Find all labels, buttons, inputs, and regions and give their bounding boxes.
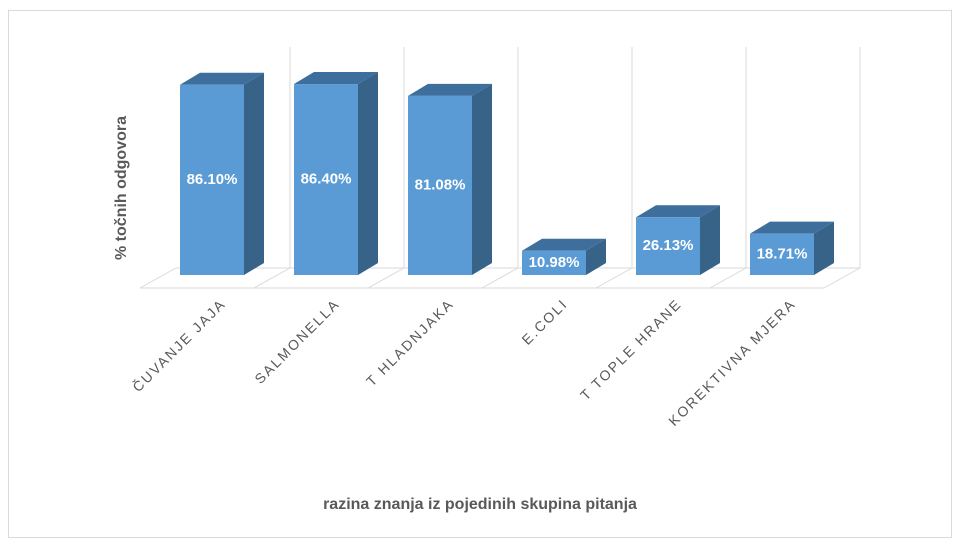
floor-line <box>253 267 291 289</box>
bar <box>750 221 834 275</box>
bar <box>636 205 720 275</box>
bar-front <box>294 84 358 275</box>
bar-side <box>586 238 606 275</box>
data-label: 86.40% <box>301 170 352 187</box>
bar-top <box>750 221 834 234</box>
bar-top <box>408 83 492 96</box>
bar-side <box>244 72 264 276</box>
floor-line <box>367 267 405 289</box>
floor-line <box>139 267 177 289</box>
data-label: 86.10% <box>187 171 238 188</box>
bar-front <box>522 250 586 275</box>
y-axis-title: % točnih odgovora <box>113 116 130 260</box>
bar-side <box>814 221 834 275</box>
floor-line <box>823 267 861 289</box>
bar <box>522 238 606 275</box>
bar-side <box>700 205 720 275</box>
floor-line <box>709 267 747 289</box>
floor-line <box>481 267 519 289</box>
bar-front <box>408 95 472 275</box>
bar-top <box>636 205 720 218</box>
bar-side <box>472 83 492 275</box>
bar-front <box>180 84 244 276</box>
bar-top <box>522 238 606 251</box>
data-label: 26.13% <box>643 237 694 254</box>
data-label: 10.98% <box>529 254 580 271</box>
bar-front <box>636 217 700 275</box>
bar-top <box>180 72 264 85</box>
x-axis-title: razina znanja iz pojedinih skupina pitan… <box>323 496 637 513</box>
bar-top <box>294 72 378 85</box>
bar-side <box>358 72 378 275</box>
data-label: 18.71% <box>757 245 808 262</box>
bar-front <box>750 233 814 275</box>
bar <box>294 72 378 275</box>
floor-line <box>595 267 633 289</box>
bar <box>408 83 492 275</box>
bar <box>180 72 264 276</box>
data-label: 81.08% <box>415 176 466 193</box>
